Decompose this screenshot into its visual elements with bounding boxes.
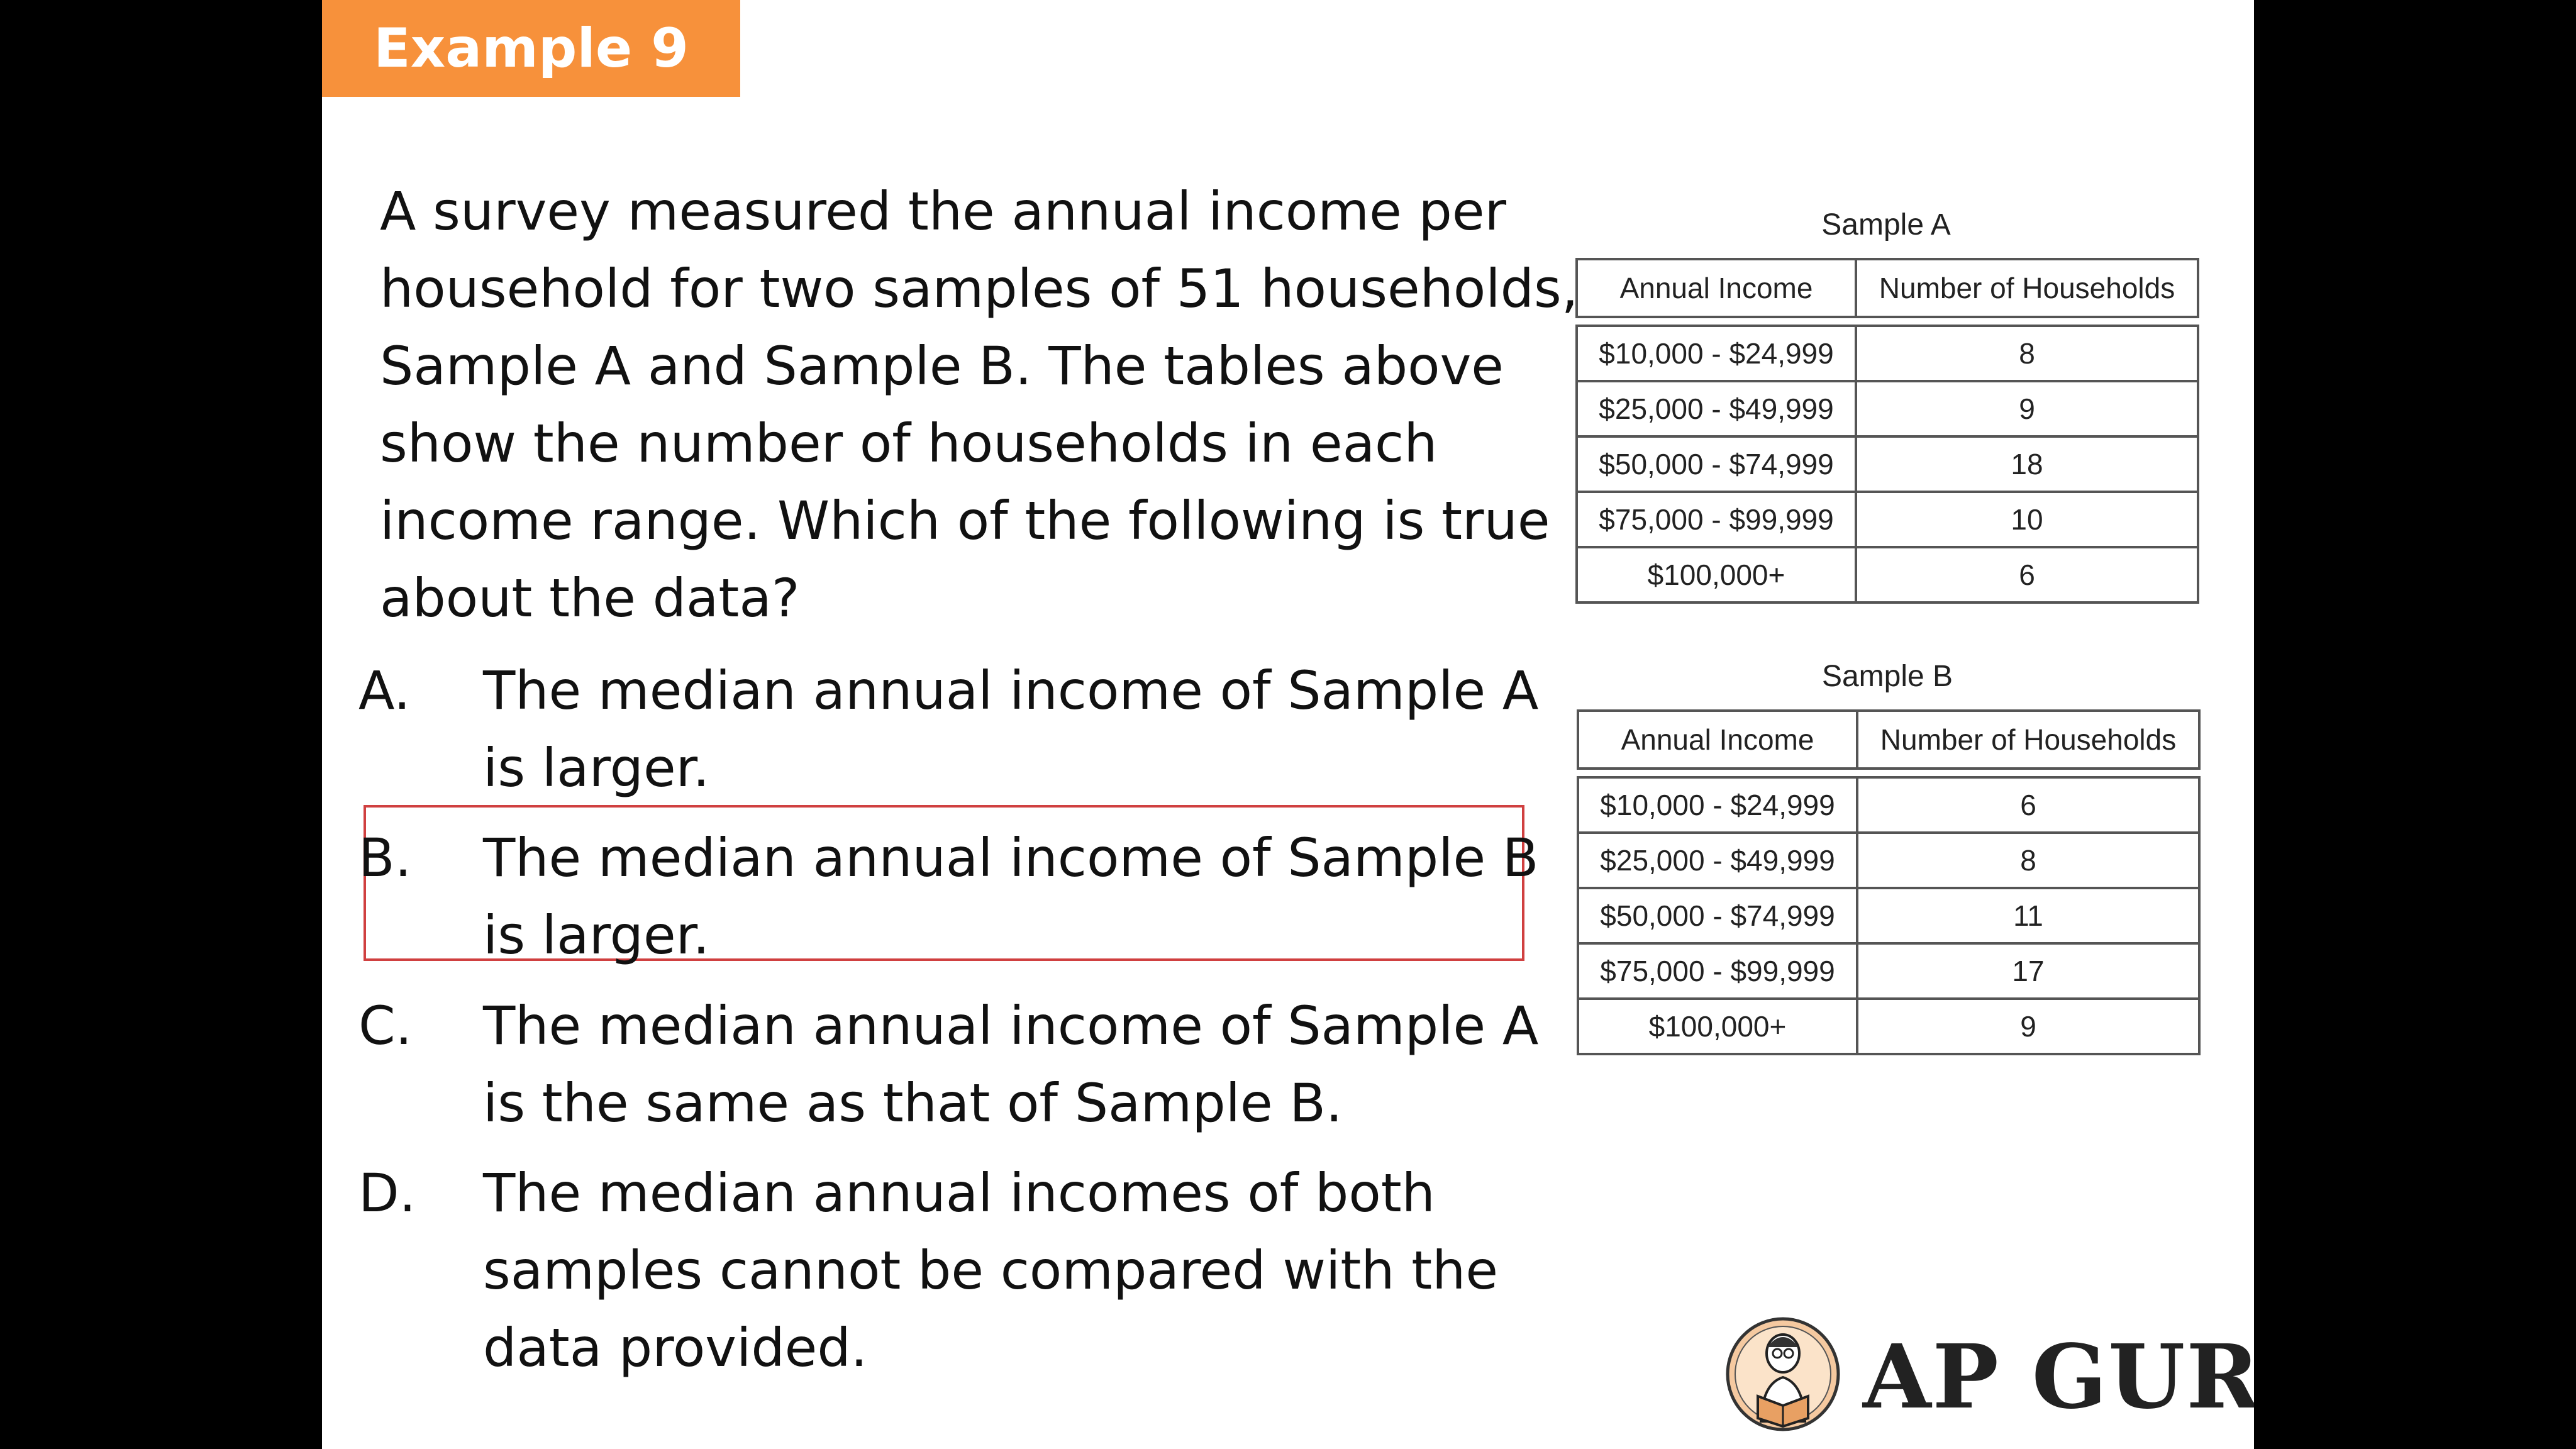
income-cell: $50,000 - $74,999: [1575, 435, 1857, 493]
table-row: $75,000 - $99,999 17: [1577, 942, 2201, 1000]
households-cell: 6: [1856, 776, 2201, 834]
header-annual-income: Annual Income: [1577, 709, 1858, 770]
table-header-row: Annual Income Number of Households: [1577, 709, 2201, 770]
sample-a-title: Sample A: [1821, 208, 1951, 242]
income-cell: $25,000 - $49,999: [1575, 380, 1857, 438]
example-badge: Example 9: [322, 0, 740, 97]
table-row: $10,000 - $24,999 6: [1577, 776, 2201, 834]
option-text: The median annual incomes of both sample…: [483, 1162, 1499, 1379]
table-row: $10,000 - $24,999 8: [1575, 325, 2199, 382]
households-cell: 9: [1856, 997, 2201, 1055]
question-text: A survey measured the annual income per …: [380, 180, 1579, 629]
households-cell: 8: [1855, 325, 2199, 382]
brand-name: AP GURU: [1863, 1326, 2254, 1429]
households-cell: 9: [1855, 380, 2199, 438]
income-cell: $25,000 - $49,999: [1577, 831, 1858, 889]
table-row: $25,000 - $49,999 8: [1577, 831, 2201, 889]
households-cell: 17: [1856, 942, 2201, 1000]
table-row: $100,000+ 6: [1575, 546, 2199, 604]
example-badge-label: Example 9: [373, 17, 689, 80]
option-text: The median annual income of Sample B is …: [483, 827, 1539, 966]
table-row: $25,000 - $49,999 9: [1575, 380, 2199, 438]
households-cell: 11: [1856, 887, 2201, 945]
table-row: $100,000+ 9: [1577, 997, 2201, 1055]
households-cell: 10: [1855, 491, 2199, 548]
income-cell: $10,000 - $24,999: [1577, 776, 1858, 834]
income-cell: $10,000 - $24,999: [1575, 325, 1857, 382]
households-cell: 18: [1855, 435, 2199, 493]
sample-b-table: Annual Income Number of Households $10,0…: [1577, 709, 2201, 1055]
households-cell: 6: [1855, 546, 2199, 604]
slide: Example 9 A survey measured the annual i…: [322, 0, 2254, 1449]
header-annual-income: Annual Income: [1575, 258, 1857, 318]
option-letter: B.: [358, 827, 412, 889]
income-cell: $100,000+: [1575, 546, 1857, 604]
income-cell: $50,000 - $74,999: [1577, 887, 1858, 945]
income-cell: $100,000+: [1577, 997, 1858, 1055]
table-row: $50,000 - $74,999 11: [1577, 887, 2201, 945]
income-cell: $75,000 - $99,999: [1575, 491, 1857, 548]
header-number-of-households: Number of Households: [1856, 709, 2201, 770]
sample-a-table: Annual Income Number of Households $10,0…: [1575, 258, 2199, 604]
households-cell: 8: [1856, 831, 2201, 889]
option-text: The median annual income of Sample A is …: [483, 660, 1539, 799]
table-row: $75,000 - $99,999 10: [1575, 491, 2199, 548]
option-letter: C.: [358, 995, 413, 1057]
option-letter: D.: [358, 1162, 416, 1224]
income-cell: $75,000 - $99,999: [1577, 942, 1858, 1000]
table-row: $50,000 - $74,999 18: [1575, 435, 2199, 493]
option-letter: A.: [358, 660, 411, 721]
table-header-row: Annual Income Number of Households: [1575, 258, 2199, 318]
header-number-of-households: Number of Households: [1855, 258, 2199, 318]
reading-person-logo-icon: [1726, 1317, 1840, 1431]
option-text: The median annual income of Sample A is …: [483, 995, 1539, 1134]
answer-highlight-box: [364, 805, 1524, 961]
sample-b-title: Sample B: [1821, 660, 1953, 693]
